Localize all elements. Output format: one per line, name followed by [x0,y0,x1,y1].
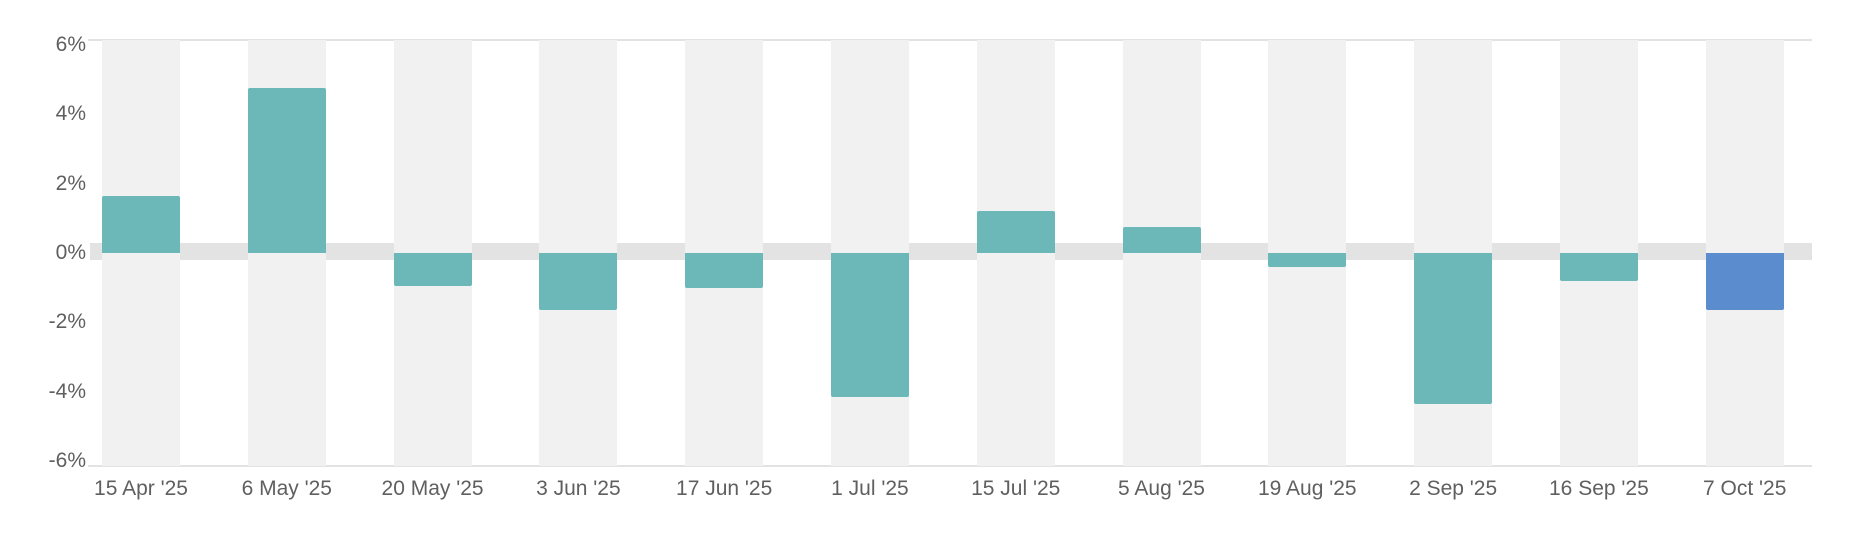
plot-top-border [88,39,1812,41]
y-axis-tick-label: 0% [55,241,86,264]
bar[interactable] [247,88,326,253]
y-axis-tick-label: -2% [48,310,86,334]
bar[interactable] [685,253,764,288]
category-stripe [1122,40,1201,466]
x-axis-category-label: 19 Aug '25 [1258,477,1357,500]
bar[interactable] [1414,253,1493,404]
y-axis-tick-label: 4% [55,102,86,126]
y-axis-tick-label: -4% [48,379,86,403]
bar[interactable] [1122,226,1201,253]
category-stripe [976,40,1055,466]
x-axis-category-label: 15 Jul '25 [971,477,1061,500]
y-axis-tick-label: 2% [55,171,86,195]
x-axis-category-label: 17 Jun '25 [676,477,773,500]
x-axis-category-label: 16 Sep '25 [1549,477,1649,500]
x-axis-category-label: 6 May '25 [241,477,332,500]
y-axis-tick-label: 6% [55,32,86,56]
bar[interactable] [976,211,1055,253]
x-axis-category-label: 1 Jul '25 [831,477,909,500]
x-axis-category-label: 20 May '25 [381,477,484,500]
zero-axis-band [90,243,1812,260]
x-axis-category-label: 2 Sep '25 [1409,477,1498,500]
x-axis-category-label: 15 Apr '25 [94,477,188,500]
plot-bottom-border [88,465,1812,467]
bar[interactable] [539,253,618,311]
x-axis-category-label: 3 Jun '25 [536,477,621,500]
x-axis-category-label: 5 Aug '25 [1118,477,1205,500]
category-stripe [102,40,180,466]
bar[interactable] [393,253,472,286]
bar[interactable] [1559,253,1638,281]
bar-highlighted[interactable] [1705,253,1784,311]
y-axis-tick-label: -6% [48,449,86,473]
bar[interactable] [1268,253,1347,267]
bar[interactable] [830,253,909,397]
bar[interactable] [102,195,180,253]
x-axis-category-label: 7 Oct '25 [1702,477,1787,500]
